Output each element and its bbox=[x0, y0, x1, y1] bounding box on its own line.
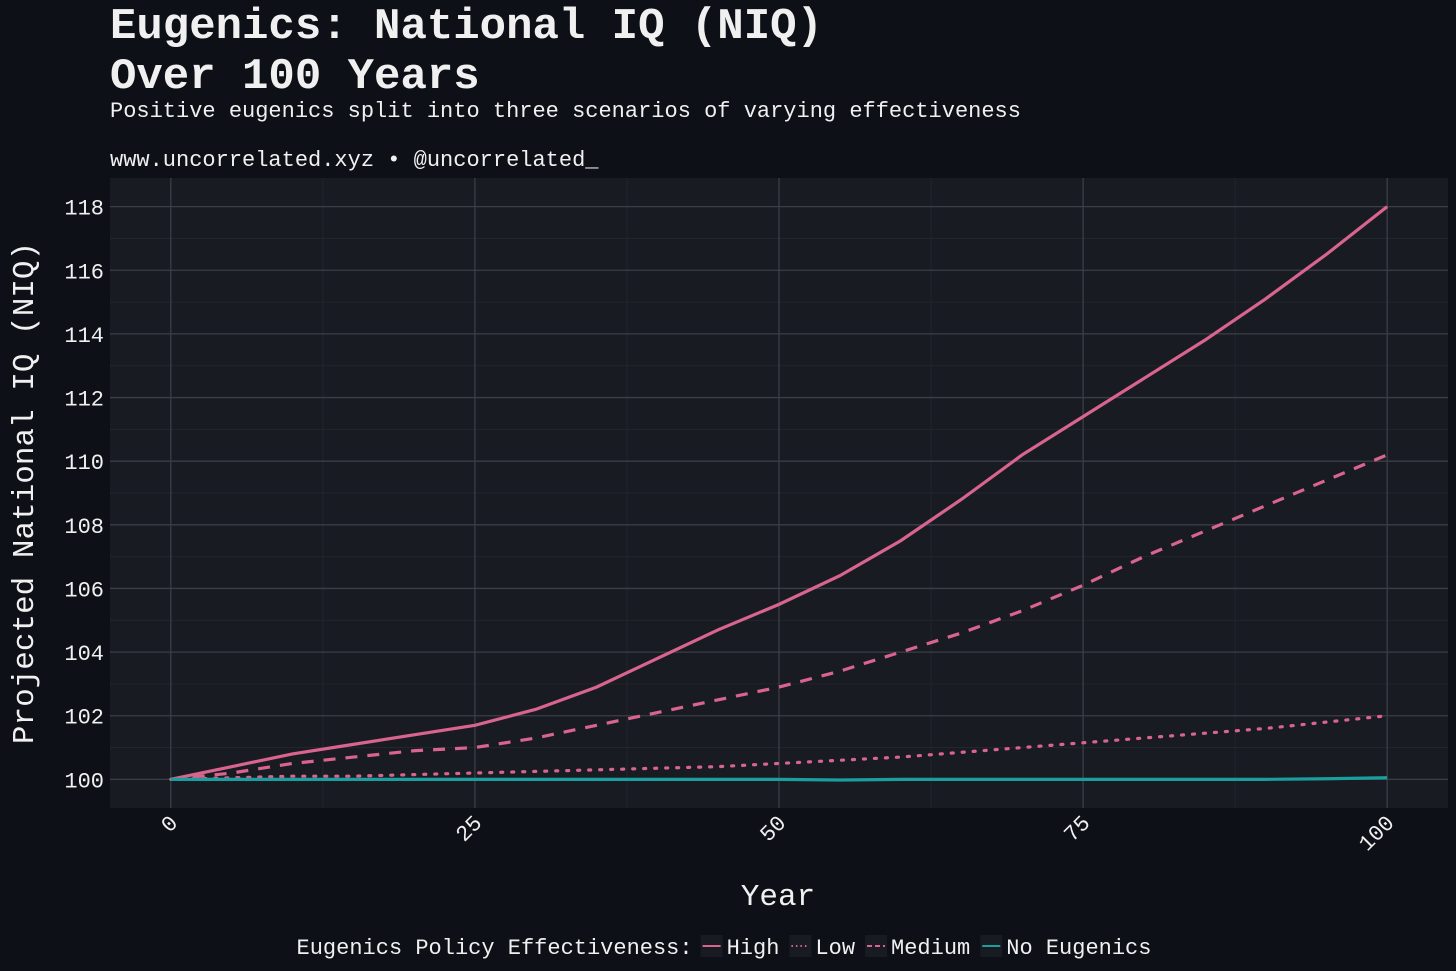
legend-item: High bbox=[700, 935, 780, 961]
series-line bbox=[170, 205, 1389, 781]
subtitle: Positive eugenics split into three scena… bbox=[110, 99, 1021, 124]
y-tick-label: 102 bbox=[64, 706, 104, 731]
y-tick-label: 118 bbox=[64, 197, 104, 222]
caption: www.uncorrelated.xyz • @uncorrelated_ bbox=[110, 148, 599, 173]
y-tick-label: 116 bbox=[64, 260, 104, 285]
legend: Eugenics Policy Effectiveness: High Low Med… bbox=[297, 935, 1151, 961]
legend-label: Medium bbox=[891, 936, 970, 961]
legend-label: No Eugenics bbox=[1006, 936, 1151, 961]
y-tick-label: 100 bbox=[64, 769, 104, 794]
legend-item: Medium bbox=[865, 935, 970, 961]
series-line bbox=[170, 453, 1388, 781]
y-tick-label: 110 bbox=[64, 451, 104, 476]
y-tick-label: 114 bbox=[64, 324, 104, 349]
x-axis-title: Year bbox=[741, 880, 815, 915]
series-line bbox=[169, 714, 1389, 781]
legend-item: Low bbox=[789, 935, 855, 961]
chart-title: Eugenics: National IQ (NIQ) bbox=[110, 2, 823, 52]
legend-label: Low bbox=[815, 936, 855, 961]
lines bbox=[169, 205, 1389, 782]
series-line bbox=[170, 776, 1388, 782]
y-tick-label: 108 bbox=[64, 515, 104, 540]
legend-title: Eugenics Policy Effectiveness: bbox=[297, 936, 693, 961]
legend-item: No Eugenics bbox=[980, 935, 1151, 961]
chart-title: Over 100 Years bbox=[110, 52, 480, 102]
y-tick-label: 106 bbox=[64, 578, 104, 603]
y-tick-label: 112 bbox=[64, 388, 104, 413]
grid bbox=[110, 178, 1448, 808]
y-axis-title: Projected National IQ (NIQ) bbox=[8, 242, 43, 744]
y-tick-label: 104 bbox=[64, 642, 104, 667]
legend-label: High bbox=[727, 936, 780, 961]
